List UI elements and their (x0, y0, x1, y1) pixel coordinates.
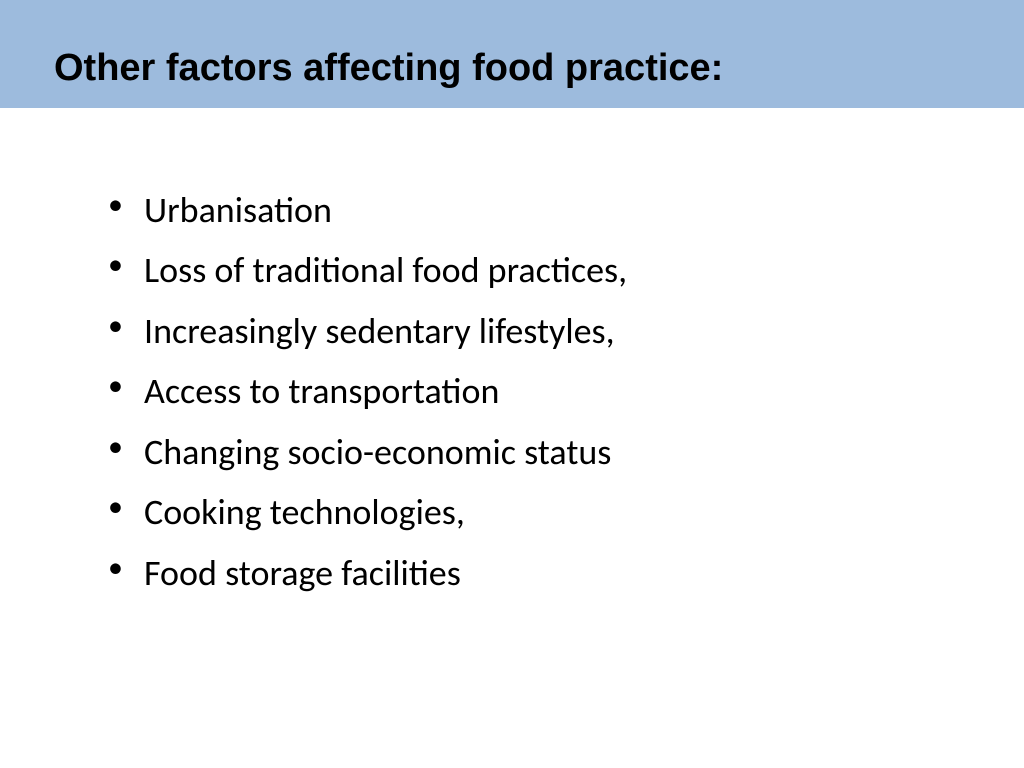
header-bar: Other factors affecting food practice: (0, 0, 1024, 108)
list-item: Urbanisation (108, 180, 1024, 240)
list-item: Food storage facilities (108, 543, 1024, 603)
bullet-list: Urbanisation Loss of traditional food pr… (108, 180, 1024, 603)
list-item: Access to transportation (108, 361, 1024, 421)
list-item: Increasingly sedentary lifestyles, (108, 301, 1024, 361)
slide-title: Other factors affecting food practice: (54, 47, 723, 90)
list-item: Changing socio-economic status (108, 422, 1024, 482)
content-area: Urbanisation Loss of traditional food pr… (0, 108, 1024, 603)
list-item: Cooking technologies, (108, 482, 1024, 542)
list-item: Loss of traditional food practices, (108, 240, 1024, 300)
